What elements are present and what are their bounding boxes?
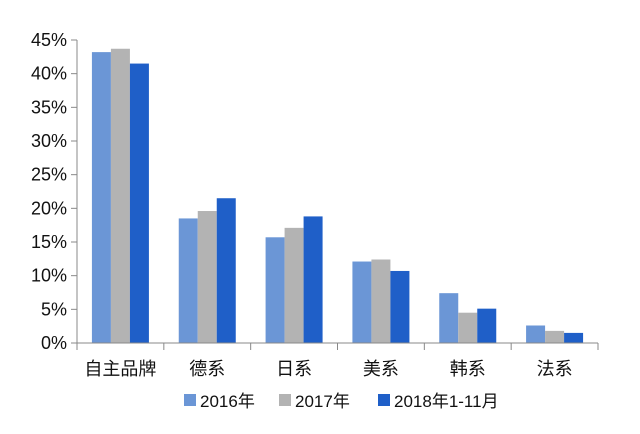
legend-label: 2017年 — [295, 392, 350, 411]
y-tick-label: 0% — [41, 333, 67, 353]
bar-3-2 — [216, 198, 236, 343]
bar-1-6 — [526, 325, 546, 343]
bar-3-3 — [303, 216, 323, 343]
x-axis: 自主品牌 德系 日系 美系 韩系 法系 — [76, 342, 599, 380]
x-category-label: 韩系 — [450, 359, 486, 380]
bar-3-5 — [477, 308, 497, 343]
x-category-label: 美系 — [363, 359, 399, 380]
bar-3-6 — [564, 332, 584, 343]
bar-3-4 — [390, 270, 410, 343]
y-tick-label: 35% — [31, 97, 67, 117]
y-tick-label: 40% — [31, 64, 67, 84]
y-tick-label: 10% — [31, 266, 67, 286]
bar-1-4 — [352, 261, 372, 343]
y-tick-label: 15% — [31, 232, 67, 252]
bar-3-1 — [129, 63, 149, 344]
bar-2-4 — [371, 259, 391, 343]
legend-swatch — [378, 394, 390, 406]
x-category-label: 法系 — [537, 359, 573, 380]
bar-1-2 — [178, 218, 198, 343]
bar-2-3 — [284, 227, 304, 343]
bar-1-3 — [265, 237, 285, 343]
y-tick-label: 20% — [31, 198, 67, 218]
legend-swatch — [279, 394, 291, 406]
legend-label: 2016年 — [200, 392, 255, 411]
y-tick-label: 5% — [41, 299, 67, 319]
bar-2-5 — [458, 312, 478, 343]
bar-2-2 — [197, 211, 217, 343]
bar-2-6 — [545, 330, 565, 343]
bar-1-5 — [439, 293, 459, 343]
bar-2-1 — [110, 48, 130, 344]
legend-label: 2018年1-11月 — [394, 392, 499, 411]
legend: 2016年 2017年 2018年1-11月 — [184, 392, 499, 411]
y-tick-label: 30% — [31, 131, 67, 151]
x-category-label: 德系 — [189, 359, 225, 380]
x-category-label: 自主品牌 — [84, 359, 156, 380]
x-category-label: 日系 — [276, 359, 312, 380]
bar-1-1 — [91, 52, 111, 344]
legend-swatch — [184, 394, 196, 406]
y-axis: 0% 5% 10% 15% 20% 25% 30% 35% 40% 45% — [31, 30, 78, 353]
y-tick-label: 45% — [31, 30, 67, 50]
bars — [91, 48, 584, 344]
y-tick-label: 25% — [31, 165, 67, 185]
